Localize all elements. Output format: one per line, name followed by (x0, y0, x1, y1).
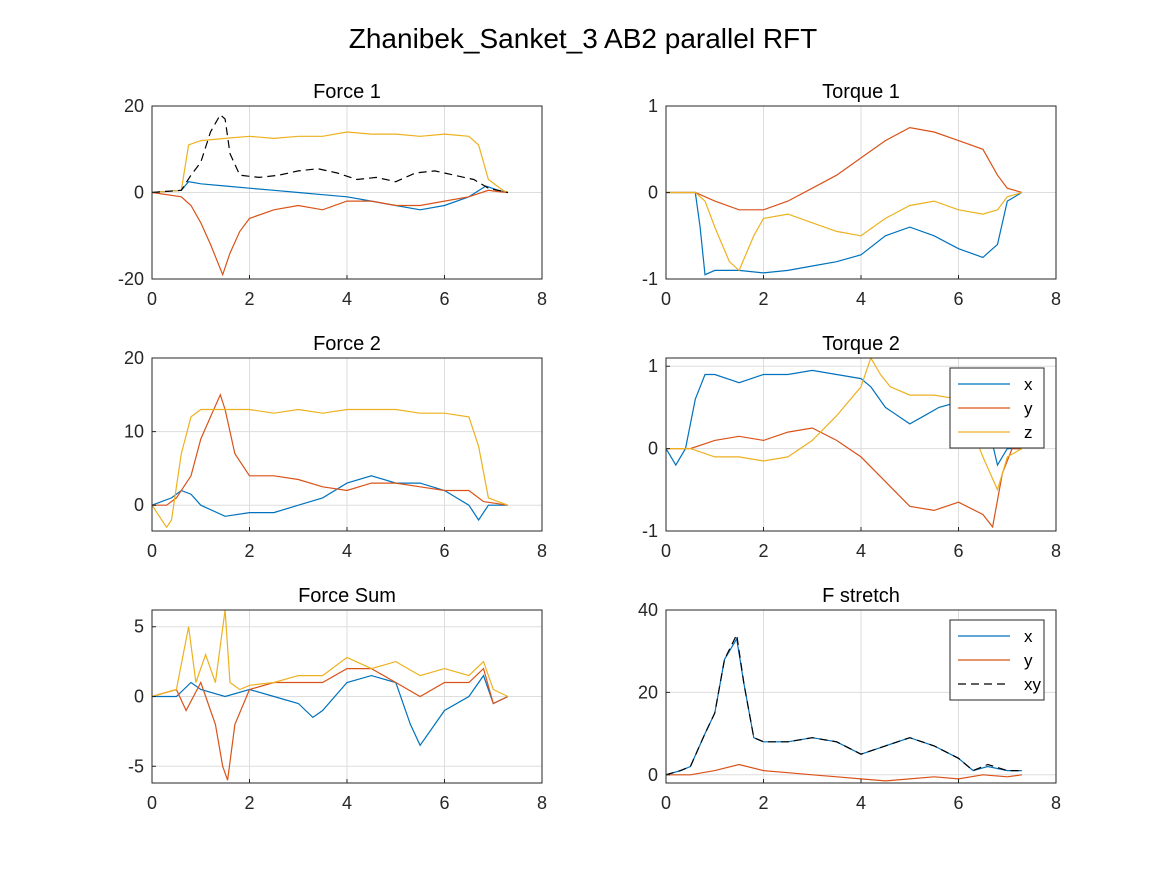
fstretch-legend-label-y: y (1024, 651, 1033, 670)
fstretch-legend-label-xy: xy (1024, 675, 1042, 694)
torque1-series-y (666, 126, 1023, 211)
forcesum-ytick-label: 5 (134, 617, 144, 637)
force2-xtick-label: 2 (244, 541, 254, 561)
force2-xtick-label: 0 (147, 541, 157, 561)
torque1-series-x (666, 191, 1023, 276)
force1-ytick-label: 20 (124, 96, 144, 116)
fstretch-ytick-label: 20 (638, 682, 658, 702)
force1-ytick-label: 0 (134, 183, 144, 203)
torque1-xtick-label: 0 (661, 289, 671, 309)
force1-xtick-label: 0 (147, 289, 157, 309)
torque1-xtick-label: 2 (758, 289, 768, 309)
torque2-legend-label-z: z (1024, 423, 1033, 442)
torque2-xtick-label: 2 (758, 541, 768, 561)
torque1-xtick-label: 6 (953, 289, 963, 309)
torque2-ytick-label: 0 (648, 439, 658, 459)
fstretch-xtick-label: 6 (953, 793, 963, 813)
torque2-xtick-label: 0 (661, 541, 671, 561)
forcesum-xtick-label: 8 (537, 793, 547, 813)
fstretch-legend: xy xy (949, 619, 1045, 701)
force2-xtick-label: 6 (439, 541, 449, 561)
force1-xtick-label: 4 (342, 289, 352, 309)
torque2-ytick-label: -1 (642, 521, 658, 541)
torque1-ytick-label: -1 (642, 269, 658, 289)
torque1-xtick-label: 4 (856, 289, 866, 309)
force1-ytick-label: -20 (118, 269, 144, 289)
forcesum-xtick-label: 4 (342, 793, 352, 813)
fstretch-xtick-label: 8 (1051, 793, 1061, 813)
torque1-title: Torque 1 (822, 81, 900, 103)
force1-xtick-label: 2 (244, 289, 254, 309)
force2-axes: 0 2 4 6 8 0 10 20 Force 2 (124, 333, 547, 561)
force1-title: Force 1 (313, 81, 381, 103)
fstretch-axes: 0 2 4 6 8 0 20 40 F stretch xy xy (638, 585, 1061, 813)
force1-series-x (152, 181, 509, 211)
torque2-legend-label-y: y (1024, 399, 1033, 418)
force2-series-x (152, 475, 508, 522)
forcesum-series-x (152, 674, 509, 747)
force1-series-z (152, 131, 509, 194)
force2-ytick-label: 10 (124, 422, 144, 442)
torque2-xtick-label: 8 (1051, 541, 1061, 561)
torque2-series-z (666, 358, 1023, 492)
force2-ytick-label: 0 (134, 495, 144, 515)
torque2-legend: xyz (949, 367, 1045, 449)
forcesum-xtick-label: 2 (244, 793, 254, 813)
torque1-xtick-label: 8 (1051, 289, 1061, 309)
fstretch-xtick-label: 2 (758, 793, 768, 813)
torque2-xtick-label: 4 (856, 541, 866, 561)
forcesum-series-z (152, 610, 509, 698)
torque2-ytick-label: 1 (648, 356, 658, 376)
fstretch-series-y (666, 763, 1022, 782)
torque1-ytick-label: 1 (648, 96, 658, 116)
torque2-title: Torque 2 (822, 333, 900, 355)
forcesum-title: Force Sum (298, 585, 396, 607)
torque1-series-z (666, 191, 1023, 272)
fstretch-ytick-label: 0 (648, 765, 658, 785)
force1-xtick-label: 8 (537, 289, 547, 309)
force2-series-y (152, 393, 508, 506)
force1-series-xy (152, 113, 509, 194)
fstretch-title: F stretch (822, 585, 900, 607)
torque1-ytick-label: 0 (648, 183, 658, 203)
fstretch-xtick-label: 0 (661, 793, 671, 813)
fstretch-legend-label-x: x (1024, 627, 1033, 646)
force2-title: Force 2 (313, 333, 381, 355)
figure-title: Zhanibek_Sanket_3 AB2 parallel RFT (349, 23, 818, 54)
force2-ytick-label: 20 (124, 348, 144, 368)
force1-xtick-label: 6 (439, 289, 449, 309)
forcesum-ytick-label: -5 (128, 756, 144, 776)
forcesum-series-y (152, 667, 509, 781)
force2-xtick-label: 8 (537, 541, 547, 561)
fstretch-ytick-label: 40 (638, 600, 658, 620)
fstretch-series-xy (666, 632, 1022, 776)
forcesum-xtick-label: 6 (439, 793, 449, 813)
torque2-legend-label-x: x (1024, 375, 1033, 394)
force2-series-z (152, 408, 509, 529)
fstretch-xtick-label: 4 (856, 793, 866, 813)
torque2-series-y (666, 427, 1022, 529)
force1-series-y (152, 189, 508, 277)
forcesum-xtick-label: 0 (147, 793, 157, 813)
forcesum-ytick-label: 0 (134, 687, 144, 707)
torque2-xtick-label: 6 (953, 541, 963, 561)
force2-xtick-label: 4 (342, 541, 352, 561)
